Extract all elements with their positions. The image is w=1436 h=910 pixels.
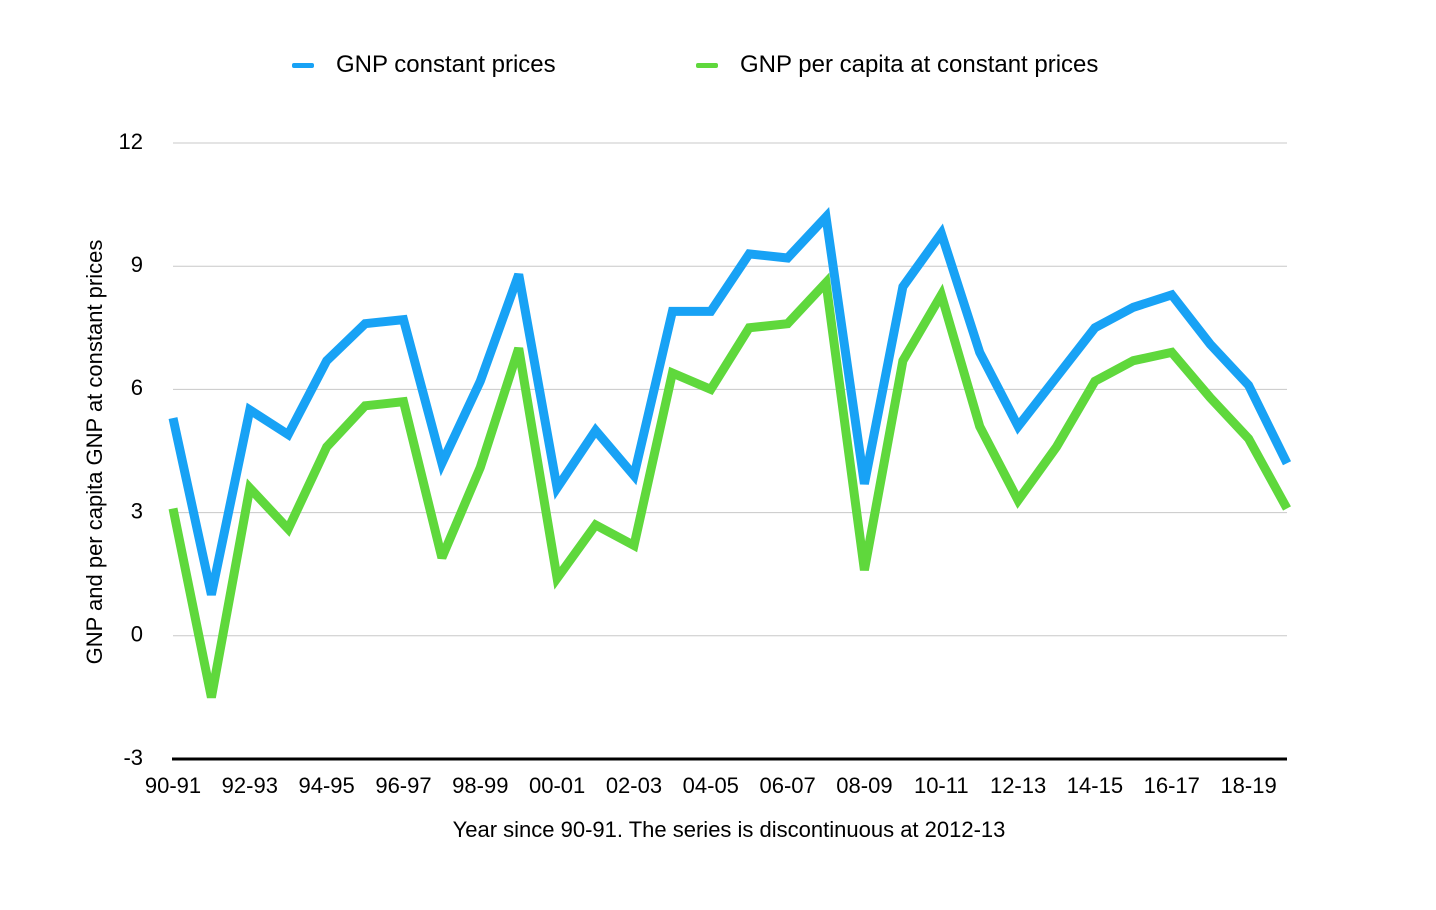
legend-label-gnp-per-capita: GNP per capita at constant prices: [740, 51, 1099, 78]
legend-swatch-gnp: [292, 62, 314, 68]
gridlines: [173, 142, 1287, 637]
y-tick-label: 12: [119, 129, 143, 154]
x-tick-label: 02-03: [606, 773, 662, 798]
x-tick-labels: 90-91 92-93 94-95 96-97 98-99 00-01 02-03 04-05…: [145, 773, 1277, 798]
y-tick-label: 0: [131, 622, 143, 647]
x-tick-label: 14-15: [1067, 773, 1123, 798]
x-axis-title: Year since 90-91. The series is disconti…: [453, 817, 1006, 842]
y-tick-label: 9: [131, 252, 143, 277]
y-tick-label: 3: [131, 498, 143, 523]
x-tick-label: 10-11: [914, 773, 969, 798]
y-tick-label: 6: [131, 375, 143, 400]
x-tick-label: 90-91: [145, 773, 201, 798]
x-tick-label: 94-95: [299, 773, 355, 798]
series-line-gnp-per-capita: [168, 272, 1291, 699]
x-tick-label: 98-99: [452, 773, 508, 798]
y-tick-labels: 12 9 6 3 0 -3: [119, 129, 143, 770]
series-line-gnp: [168, 206, 1292, 596]
x-tick-label: 06-07: [759, 773, 815, 798]
legend-item-gnp-per-capita: GNP per capita at constant prices: [696, 50, 1098, 80]
series-lines: [168, 206, 1292, 699]
y-axis-title: GNP and per capita GNP at constant price…: [82, 240, 107, 665]
x-tick-label: 16-17: [1144, 773, 1200, 798]
legend-swatch-gnp-per-capita: [696, 62, 718, 68]
x-tick-label: 04-05: [683, 773, 739, 798]
x-tick-label: 12-13: [990, 773, 1046, 798]
x-tick-label: 18-19: [1220, 773, 1276, 798]
x-tick-label: 00-01: [529, 773, 585, 798]
x-tick-label: 96-97: [375, 773, 431, 798]
y-tick-label: -3: [123, 745, 143, 770]
legend-item-gnp: GNP constant prices: [292, 50, 556, 80]
x-tick-label: 92-93: [222, 773, 278, 798]
legend-label-gnp: GNP constant prices: [336, 51, 556, 78]
x-tick-label: 08-09: [836, 773, 892, 798]
